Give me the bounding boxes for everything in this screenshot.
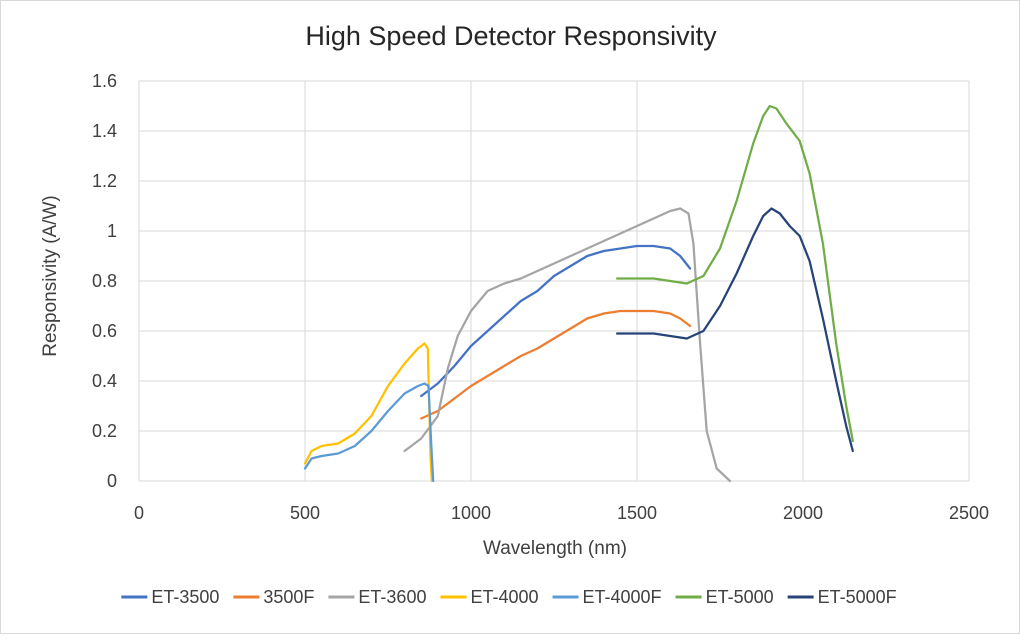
y-tick-label: 1.2 (92, 171, 117, 191)
x-tick-label: 2000 (783, 503, 823, 523)
chart-title: High Speed Detector Responsivity (305, 21, 717, 51)
x-axis-label: Wavelength (nm) (483, 538, 627, 559)
y-tick-label: 0.6 (92, 321, 117, 341)
series-line-et-4000f (303, 382, 435, 483)
series-line-et-4000 (303, 342, 433, 483)
legend-label: ET-4000 (470, 587, 538, 607)
legend-label: ET-3500 (151, 587, 219, 607)
x-tick-labels: 0 500 1000 1500 2000 2500 (134, 503, 989, 523)
series-line-et-3600 (403, 207, 732, 483)
y-tick-label: 1.6 (92, 71, 117, 91)
y-tick-label: 0.4 (92, 371, 117, 391)
y-axis-label: Responsivity (A/W) (40, 195, 61, 357)
y-tick-label: 1 (107, 221, 117, 241)
series-line-et-3500 (420, 244, 692, 398)
legend-label: ET-3600 (358, 587, 426, 607)
y-tick-label: 0.2 (92, 421, 117, 441)
series-line-et-5000f (615, 207, 854, 453)
y-tick-label: 0 (107, 471, 117, 491)
gridlines (138, 80, 970, 482)
y-tick-labels: 0 0.2 0.4 0.6 0.8 1 1.2 1.4 1.6 (92, 71, 117, 491)
y-tick-label: 0.8 (92, 271, 117, 291)
series-line-3500f (420, 309, 692, 420)
series-lines (303, 104, 854, 483)
x-tick-label: 500 (290, 503, 320, 523)
x-tick-label: 1500 (617, 503, 657, 523)
y-tick-label: 1.4 (92, 121, 117, 141)
legend: ET-3500 3500F ET-3600 ET-4000 ET-4000F ET-500… (121, 587, 897, 607)
legend-label: ET-4000F (583, 587, 662, 607)
x-tick-label: 1000 (451, 503, 491, 523)
x-tick-label: 2500 (949, 503, 989, 523)
series-line-et-5000 (615, 104, 854, 443)
legend-label: 3500F (263, 587, 314, 607)
legend-label: ET-5000 (706, 587, 774, 607)
legend-label: ET-5000F (818, 587, 897, 607)
x-tick-label: 0 (134, 503, 144, 523)
